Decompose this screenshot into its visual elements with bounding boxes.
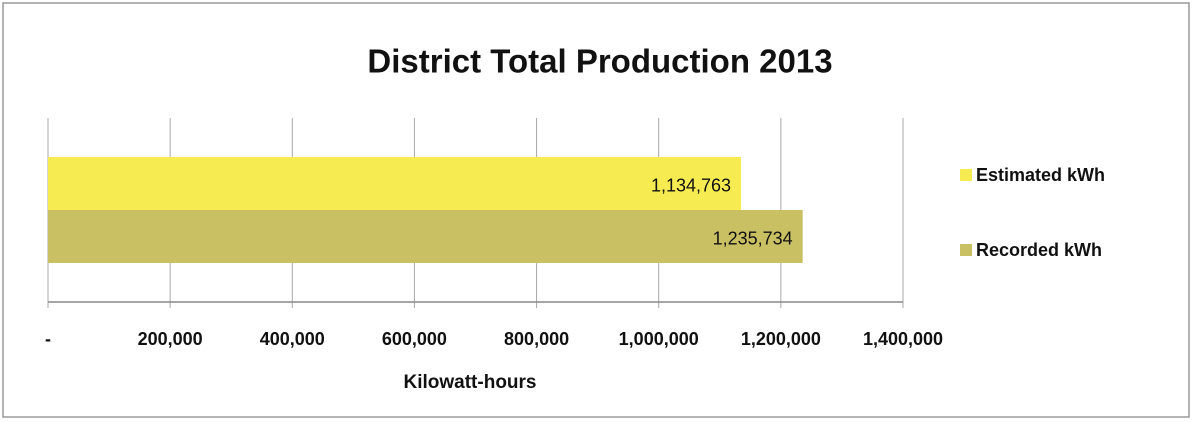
x-tick-label: 200,000	[138, 329, 203, 349]
data-label: 1,235,734	[713, 228, 793, 248]
bar	[48, 210, 803, 263]
legend-label: Estimated kWh	[976, 165, 1105, 185]
x-tick-label: 1,400,000	[863, 329, 943, 349]
legend-swatch	[960, 244, 972, 256]
x-tick-label: 600,000	[382, 329, 447, 349]
x-tick-label: 800,000	[504, 329, 569, 349]
x-tick-label: 400,000	[260, 329, 325, 349]
chart-title: District Total Production 2013	[367, 43, 832, 80]
bar	[48, 157, 742, 210]
x-axis-label: Kilowatt-hours	[404, 372, 537, 393]
legend-label: Recorded kWh	[976, 240, 1102, 260]
x-tick-label: 1,000,000	[619, 329, 699, 349]
legend-swatch	[960, 169, 972, 181]
data-label: 1,134,763	[651, 175, 731, 195]
x-tick-label: 1,200,000	[741, 329, 821, 349]
x-tick-label: -	[45, 329, 51, 349]
